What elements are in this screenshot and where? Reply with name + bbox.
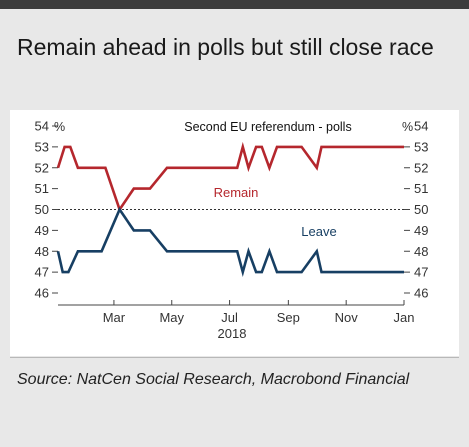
y-tick-label-right: 49 bbox=[414, 223, 428, 238]
line-chart: 46 47 48 49 50 51 52 53 54 46 47 48 49 50 51 52 53 54 Ma… bbox=[35, 119, 429, 342]
y-tick-label-right: 54 bbox=[414, 119, 428, 134]
y-tick-label-left: 50 bbox=[35, 202, 49, 217]
x-year-label: 2018 bbox=[218, 326, 247, 341]
y-tick-label-left: 48 bbox=[35, 244, 49, 259]
chart-title: Remain ahead in polls but still close ra… bbox=[17, 34, 434, 60]
y-tick-label-left: 51 bbox=[35, 181, 49, 196]
y-tick-label-left: 49 bbox=[35, 223, 49, 238]
chart-labels: Second EU referendum - polls % % Remain … bbox=[54, 120, 413, 341]
series-line-leave bbox=[56, 206, 404, 278]
separator bbox=[10, 357, 459, 358]
y-unit-left: % bbox=[54, 120, 65, 134]
x-tick-label: Jul bbox=[221, 310, 238, 325]
series-label-remain: Remain bbox=[214, 185, 259, 200]
x-tick-label: Sep bbox=[277, 310, 300, 325]
plot-panel bbox=[10, 110, 459, 356]
source-note: Source: NatCen Social Research, Macrobon… bbox=[17, 371, 410, 388]
series-label-leave: Leave bbox=[301, 224, 336, 239]
y-tick-label-right: 50 bbox=[414, 202, 428, 217]
y-tick-label-left: 53 bbox=[35, 139, 49, 154]
x-tick-label: Nov bbox=[335, 310, 359, 325]
y-axis-right: 46 47 48 49 50 51 52 53 54 bbox=[404, 119, 428, 301]
y-tick-label-right: 51 bbox=[414, 181, 428, 196]
x-tick-label: May bbox=[159, 310, 184, 325]
x-tick-label: Jan bbox=[394, 310, 415, 325]
y-tick-label-right: 46 bbox=[414, 286, 428, 301]
y-tick-label-right: 53 bbox=[414, 139, 428, 154]
chart-subtitle: Second EU referendum - polls bbox=[184, 120, 351, 134]
y-tick-label-right: 47 bbox=[414, 265, 428, 280]
y-tick-label-right: 52 bbox=[414, 160, 428, 175]
y-unit-right: % bbox=[402, 120, 413, 134]
series-group bbox=[56, 141, 404, 278]
x-axis: Mar May Jul Sep Nov Jan bbox=[58, 300, 414, 325]
y-axis-left: 46 47 48 49 50 51 52 53 54 bbox=[35, 119, 58, 301]
x-tick-label: Mar bbox=[103, 310, 126, 325]
series-line-remain bbox=[56, 141, 404, 213]
y-tick-label-left: 47 bbox=[35, 265, 49, 280]
y-tick-label-left: 54 bbox=[35, 119, 49, 134]
y-tick-label-left: 52 bbox=[35, 160, 49, 175]
y-tick-label-left: 46 bbox=[35, 286, 49, 301]
y-tick-label-right: 48 bbox=[414, 244, 428, 259]
top-rule bbox=[0, 0, 469, 9]
